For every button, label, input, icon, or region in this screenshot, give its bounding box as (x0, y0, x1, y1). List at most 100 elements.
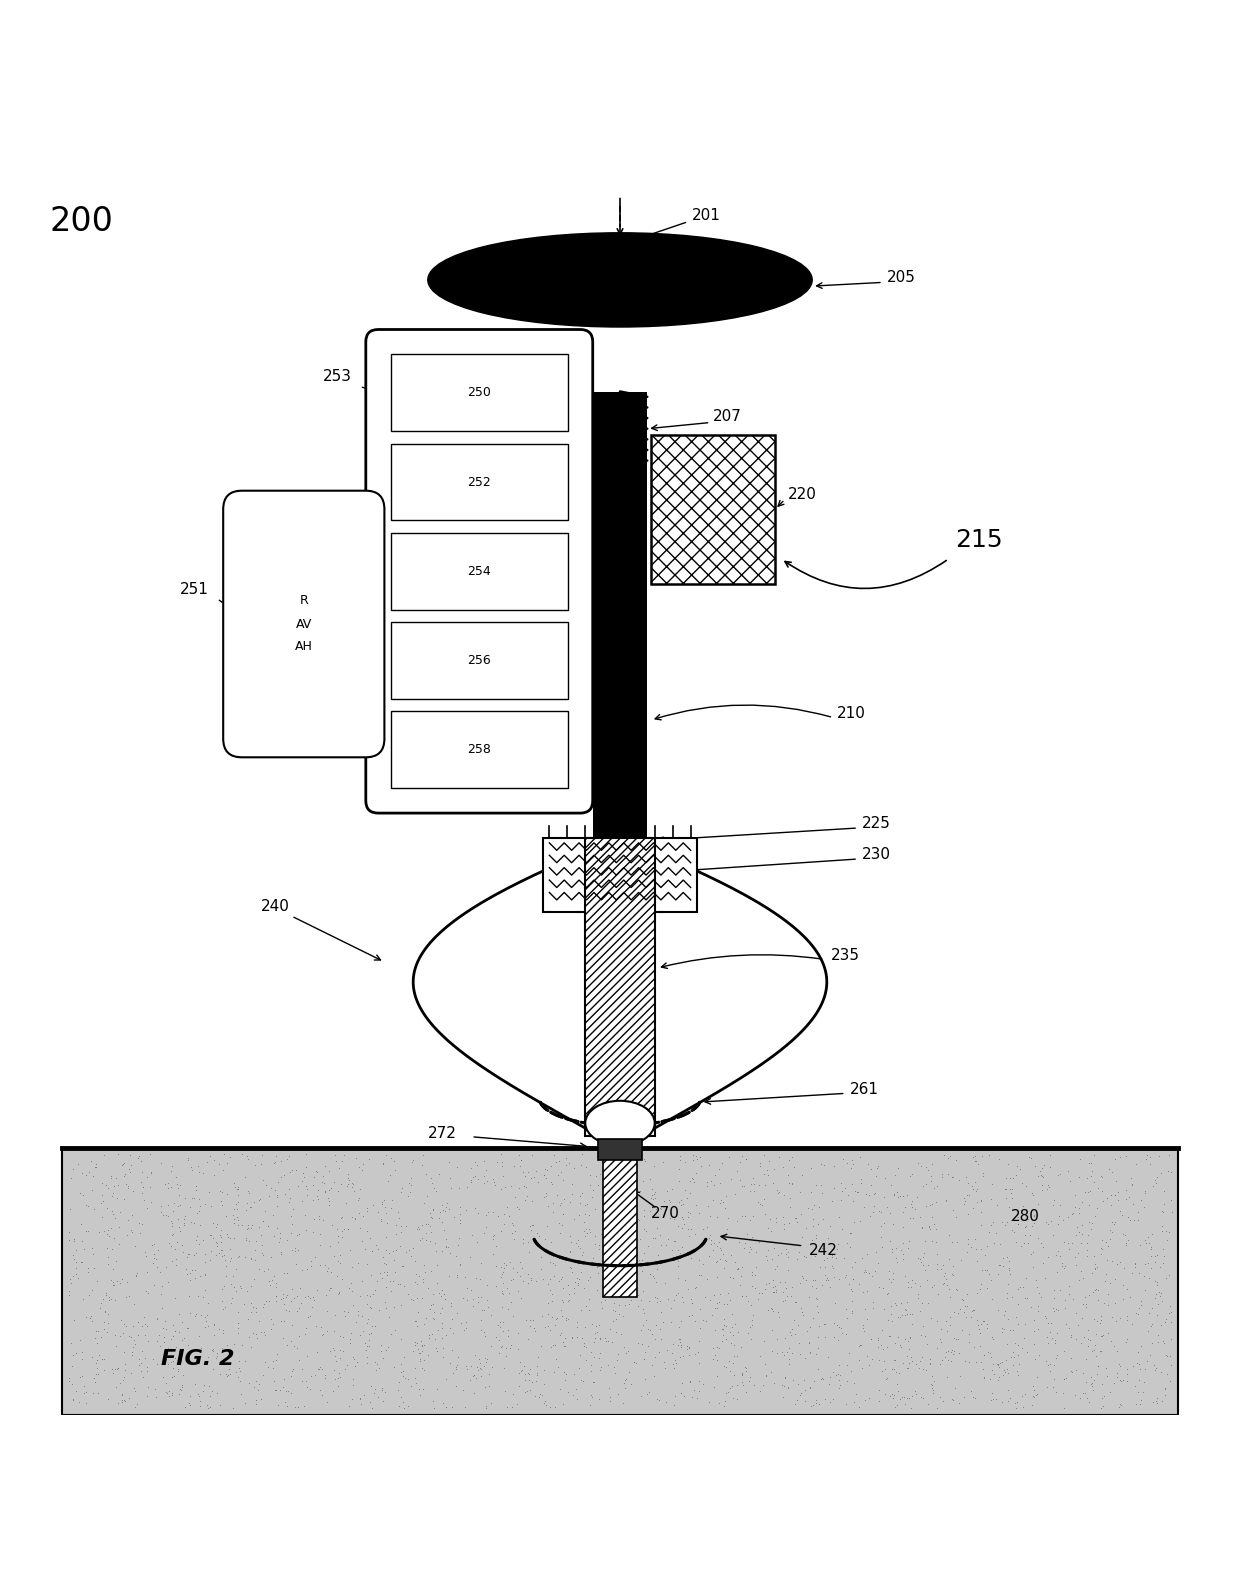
Point (743, 1224, 763, 1249)
Point (448, 1344, 467, 1370)
Point (78, 1258, 98, 1284)
Point (123, 1335, 143, 1360)
Point (1052, 1252, 1071, 1278)
Point (682, 1166, 702, 1192)
Point (176, 1244, 196, 1270)
Point (242, 1216, 262, 1241)
Point (450, 1252, 470, 1278)
Point (159, 1351, 179, 1376)
Point (988, 1351, 1008, 1376)
Point (836, 1265, 856, 1290)
Point (377, 1262, 397, 1287)
Point (1024, 1203, 1044, 1228)
Point (423, 1171, 443, 1197)
Point (123, 1219, 143, 1244)
Point (1110, 1367, 1130, 1392)
Point (885, 1292, 905, 1317)
Point (436, 1235, 456, 1260)
Point (973, 1160, 993, 1185)
Point (1110, 1144, 1130, 1170)
Point (615, 1367, 635, 1392)
Point (851, 1144, 870, 1170)
Point (219, 1360, 239, 1386)
Point (1018, 1230, 1038, 1255)
Point (191, 1335, 211, 1360)
Text: 201: 201 (692, 208, 720, 222)
Point (704, 1230, 724, 1255)
Point (289, 1220, 309, 1246)
Point (274, 1281, 294, 1306)
Point (670, 1147, 689, 1173)
Point (619, 1212, 639, 1238)
Point (412, 1338, 432, 1363)
Point (1141, 1255, 1161, 1281)
Point (779, 1346, 799, 1371)
Point (1085, 1203, 1105, 1228)
Point (433, 1278, 453, 1303)
Point (604, 1201, 624, 1227)
Point (672, 1216, 692, 1241)
Point (1116, 1231, 1136, 1257)
Point (655, 1270, 675, 1295)
Point (403, 1235, 423, 1260)
Point (637, 1333, 657, 1359)
Point (1091, 1241, 1111, 1266)
Point (501, 1332, 521, 1357)
Point (585, 1251, 605, 1276)
Point (517, 1160, 537, 1185)
Point (476, 1214, 496, 1239)
Point (921, 1163, 941, 1189)
Point (169, 1359, 188, 1384)
Point (293, 1368, 312, 1394)
Point (119, 1324, 139, 1349)
Point (455, 1394, 475, 1419)
Point (573, 1239, 593, 1265)
Point (1086, 1309, 1106, 1335)
Point (884, 1382, 904, 1408)
Point (770, 1270, 790, 1295)
Point (647, 1286, 667, 1311)
Point (398, 1367, 418, 1392)
Bar (391, 532, 568, 610)
Point (999, 1195, 1019, 1220)
Point (1118, 1204, 1138, 1230)
Point (795, 1378, 815, 1403)
Point (63, 1387, 83, 1413)
Point (971, 1187, 991, 1212)
Point (577, 1293, 596, 1319)
Point (794, 1301, 813, 1327)
Point (1025, 1382, 1045, 1408)
Point (990, 1252, 1009, 1278)
Point (284, 1333, 304, 1359)
Point (884, 1266, 904, 1292)
Point (982, 1171, 1002, 1197)
Point (636, 1219, 656, 1244)
Point (733, 1360, 753, 1386)
Point (105, 1355, 125, 1381)
Point (501, 1268, 521, 1293)
Point (340, 1168, 360, 1193)
Point (801, 1179, 821, 1204)
Point (635, 1198, 655, 1224)
Point (606, 1214, 626, 1239)
Point (961, 1378, 981, 1403)
Point (1128, 1295, 1148, 1320)
Point (692, 1262, 712, 1287)
Point (76, 1162, 95, 1187)
Point (1023, 1239, 1043, 1265)
Point (1125, 1254, 1145, 1279)
Point (680, 1368, 699, 1394)
Point (300, 1286, 320, 1311)
Point (476, 1395, 496, 1421)
Point (632, 1332, 652, 1357)
Point (609, 1187, 629, 1212)
Point (611, 1265, 631, 1290)
Point (719, 1359, 739, 1384)
Point (543, 1200, 563, 1225)
Point (427, 1252, 446, 1278)
Point (435, 1287, 455, 1313)
Point (1052, 1251, 1071, 1276)
Point (693, 1308, 713, 1333)
Point (88, 1355, 108, 1381)
Point (104, 1271, 124, 1297)
